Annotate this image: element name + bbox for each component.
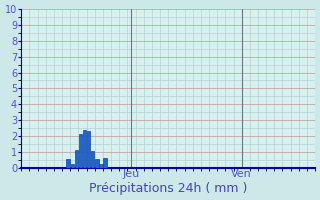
X-axis label: Précipitations 24h ( mm ): Précipitations 24h ( mm ) [89, 182, 247, 195]
Bar [67, 159, 70, 168]
Bar [79, 134, 82, 168]
Bar [95, 159, 99, 168]
Bar [87, 131, 91, 168]
Bar [70, 164, 74, 168]
Bar [91, 151, 94, 168]
Bar [103, 158, 107, 168]
Bar [75, 150, 78, 168]
Bar [99, 164, 103, 168]
Bar [83, 130, 86, 168]
